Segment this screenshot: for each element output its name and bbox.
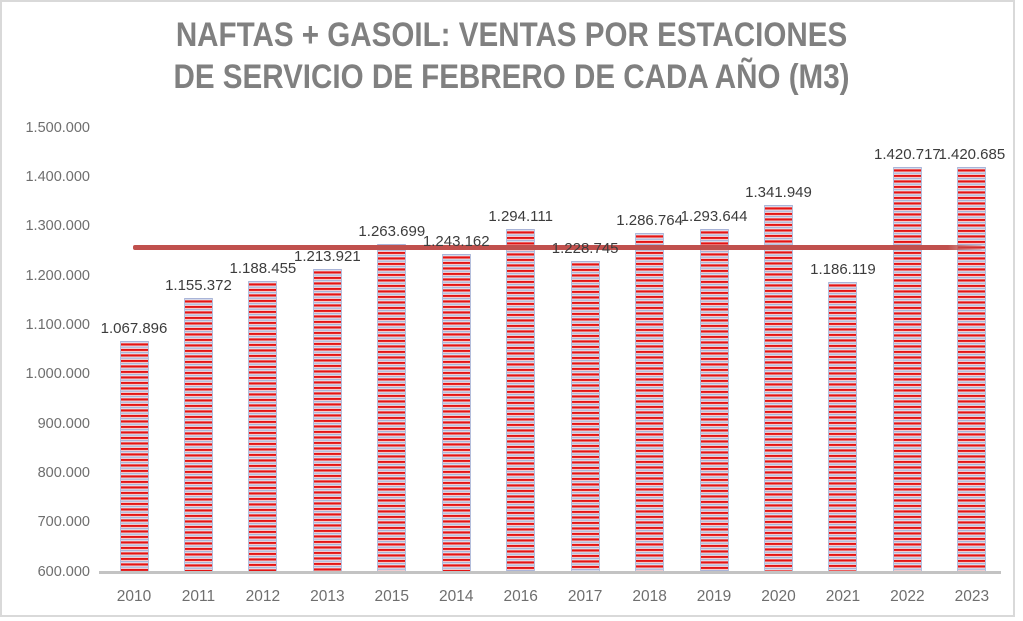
chart-title-line2: DE SERVICIO DE FEBRERO DE CADA AÑO (M3) xyxy=(173,58,850,96)
bar-value-label-2017: 1.228.745 xyxy=(551,240,619,258)
bar-value-label-2021: 1.186.119 xyxy=(810,261,876,279)
y-tick-label: 700.000 xyxy=(37,514,90,531)
bar-value-label-2013: 1.213.921 xyxy=(293,247,361,265)
bar-value-label-2011: 1.155.372 xyxy=(165,276,232,294)
x-tick-label-2023: 2023 xyxy=(954,587,990,605)
y-tick-label: 1.200.000 xyxy=(25,267,90,284)
x-tick-label-2014: 2014 xyxy=(439,587,474,605)
bar-2020 xyxy=(764,205,793,572)
bar-2019 xyxy=(699,229,729,572)
y-tick-label: 1.000.000 xyxy=(25,366,90,383)
bar-2021 xyxy=(828,282,858,572)
y-tick-label: 600.000 xyxy=(37,563,90,580)
bar-2016 xyxy=(506,229,536,572)
x-tick-label-2011: 2011 xyxy=(181,587,216,605)
y-tick-label: 1.500.000 xyxy=(25,119,90,136)
bar-2017 xyxy=(570,261,600,572)
x-tick-label-2010: 2010 xyxy=(116,587,152,605)
bar-value-label-2012: 1.188.455 xyxy=(229,260,297,278)
y-tick-label: 1.100.000 xyxy=(25,316,90,333)
x-tick-label-2016: 2016 xyxy=(503,587,538,605)
average-reference-line xyxy=(133,244,982,250)
bar-value-label-2020: 1.341.949 xyxy=(745,184,812,202)
bar-2022 xyxy=(892,166,922,572)
x-tick-label-2015: 2015 xyxy=(374,587,410,605)
bar-value-label-2015: 1.263.699 xyxy=(358,223,426,241)
bar-value-label-2010: 1.067.896 xyxy=(100,319,168,337)
x-tick-label-2022: 2022 xyxy=(890,587,925,605)
bar-value-label-2019: 1.293.644 xyxy=(680,208,748,226)
bar-value-label-2016: 1.294.111 xyxy=(488,208,553,226)
bar-2010 xyxy=(119,340,149,572)
y-tick-label: 1.400.000 xyxy=(25,168,90,185)
x-tick-label-2017: 2017 xyxy=(567,587,603,605)
x-tick-label-2018: 2018 xyxy=(632,587,667,605)
y-tick-label: 1.300.000 xyxy=(25,218,90,235)
bar-2023 xyxy=(957,166,987,572)
y-tick-label: 900.000 xyxy=(37,415,90,432)
bar-2015 xyxy=(377,244,407,572)
bar-value-label-2023: 1.420.685 xyxy=(938,145,1006,163)
y-tick-label: 800.000 xyxy=(37,464,90,481)
bar-2018 xyxy=(635,232,665,572)
bar-value-label-2018: 1.286.764 xyxy=(616,211,683,229)
chart-title: NAFTAS + GASOIL: VENTAS POR ESTACIONES D… xyxy=(66,14,956,98)
x-tick-label-2020: 2020 xyxy=(761,587,796,605)
x-axis-line xyxy=(99,570,1001,574)
bar-2011 xyxy=(183,297,213,572)
bar-2014 xyxy=(441,254,471,572)
x-tick-label-2019: 2019 xyxy=(696,587,732,605)
bar-2013 xyxy=(312,268,342,572)
x-tick-label-2013: 2013 xyxy=(310,587,345,605)
chart-title-line1: NAFTAS + GASOIL: VENTAS POR ESTACIONES xyxy=(175,16,848,54)
bar-2012 xyxy=(248,281,278,572)
x-tick-label-2021: 2021 xyxy=(825,587,861,605)
bar-value-label-2014: 1.243.162 xyxy=(422,233,490,251)
x-tick-label-2012: 2012 xyxy=(245,587,281,605)
bar-value-label-2022: 1.420.717 xyxy=(874,145,941,163)
